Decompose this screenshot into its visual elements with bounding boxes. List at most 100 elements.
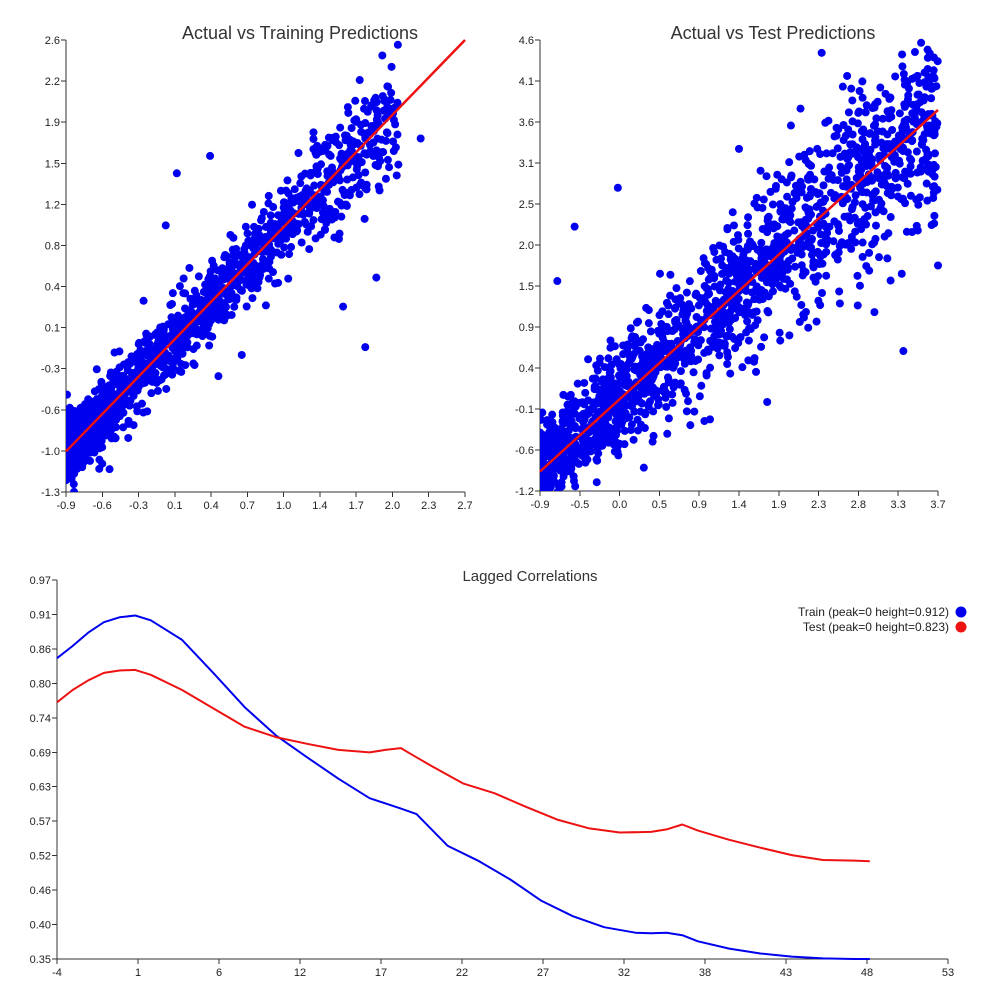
scatter-point bbox=[735, 144, 743, 153]
scatter-point bbox=[727, 315, 736, 324]
scatter-point bbox=[654, 400, 663, 409]
scatter-point bbox=[323, 187, 332, 196]
scatter-point bbox=[243, 229, 252, 238]
scatter-point bbox=[829, 237, 838, 246]
scatter-point bbox=[656, 269, 665, 278]
scatter-point bbox=[639, 463, 648, 472]
scatter-point bbox=[758, 271, 767, 280]
scatter-point bbox=[646, 327, 655, 336]
scatter-point bbox=[362, 150, 371, 159]
scatter-point bbox=[690, 407, 699, 416]
scatter-point bbox=[545, 488, 553, 491]
x-tick-label: -4 bbox=[52, 967, 62, 979]
scatter-point bbox=[934, 261, 942, 270]
scatter-point bbox=[660, 337, 669, 346]
scatter-point bbox=[870, 103, 879, 112]
scatter-point bbox=[916, 163, 925, 172]
scatter-point bbox=[634, 317, 643, 326]
x-tick-label: 22 bbox=[456, 967, 468, 979]
scatter-point bbox=[788, 254, 797, 263]
scatter-point bbox=[325, 204, 334, 213]
scatter-point bbox=[110, 390, 119, 399]
scatter-point bbox=[830, 194, 839, 203]
scatter-point bbox=[205, 341, 214, 350]
y-tick-label: 0.63 bbox=[30, 782, 51, 794]
scatter-point bbox=[598, 375, 607, 384]
scatter-point bbox=[108, 424, 117, 433]
scatter-point bbox=[662, 298, 671, 307]
scatter-point bbox=[762, 172, 771, 181]
scatter-point bbox=[181, 339, 190, 348]
scatter-point bbox=[589, 440, 598, 449]
x-tick-label: 12 bbox=[294, 967, 306, 979]
scatter-point bbox=[827, 171, 836, 180]
scatter-point bbox=[684, 397, 693, 406]
scatter-point bbox=[897, 269, 906, 278]
scatter-point bbox=[819, 181, 828, 190]
y-tick-label: 1.9 bbox=[45, 117, 60, 129]
scatter-point bbox=[858, 252, 867, 261]
x-tick-label: 0.9 bbox=[692, 499, 707, 511]
scatter-point bbox=[930, 172, 939, 181]
scatter-point bbox=[886, 213, 895, 222]
x-tick-label: 2.3 bbox=[811, 499, 826, 511]
scatter-point bbox=[746, 237, 755, 246]
scatter-point bbox=[744, 299, 753, 308]
scatter-point bbox=[300, 169, 309, 178]
scatter-point bbox=[626, 426, 635, 435]
legend-label-test: Test (peak=0 height=0.823) bbox=[803, 620, 949, 634]
scatter-point bbox=[229, 233, 238, 242]
scatter-point bbox=[81, 400, 90, 409]
scatter-point bbox=[815, 249, 824, 258]
y-tick-label: 0.4 bbox=[519, 363, 534, 375]
scatter-point bbox=[600, 435, 609, 444]
scatter-point bbox=[296, 179, 305, 188]
scatter-point bbox=[382, 136, 391, 145]
scatter-point bbox=[321, 225, 330, 234]
scatter-point bbox=[389, 147, 398, 156]
y-tick-label: 0.46 bbox=[30, 885, 51, 897]
scatter-point bbox=[391, 120, 400, 129]
scatter-point bbox=[618, 418, 627, 427]
x-tick-label: 17 bbox=[375, 967, 387, 979]
scatter-point bbox=[639, 335, 648, 344]
scatter-point bbox=[723, 359, 732, 368]
scatter-point bbox=[184, 309, 193, 318]
scatter-point bbox=[891, 174, 900, 183]
scatter-point bbox=[154, 335, 163, 344]
scatter-point bbox=[781, 260, 790, 269]
scatter-point bbox=[660, 385, 669, 394]
scatter-point bbox=[294, 220, 303, 229]
scatter-point bbox=[703, 285, 712, 294]
x-tick-label: 1.7 bbox=[349, 500, 364, 512]
scatter-point bbox=[820, 167, 829, 176]
scatter-point bbox=[776, 233, 785, 242]
scatter-point bbox=[69, 409, 78, 418]
scatter-point bbox=[773, 244, 782, 253]
scatter-point bbox=[606, 373, 615, 382]
scatter-point bbox=[851, 227, 860, 236]
scatter-point bbox=[797, 250, 806, 259]
scatter-point bbox=[859, 125, 868, 134]
y-tick-label: -1.3 bbox=[41, 487, 60, 499]
scatter-points bbox=[66, 40, 425, 492]
scatter-point bbox=[266, 211, 275, 220]
scatter-point bbox=[913, 90, 922, 99]
scatter-point bbox=[581, 388, 590, 397]
scatter-point bbox=[876, 156, 885, 165]
scatter-point bbox=[922, 179, 931, 188]
scatter-point bbox=[918, 156, 927, 165]
scatter-point bbox=[866, 129, 875, 138]
scatter-point bbox=[97, 377, 106, 386]
scatter-point bbox=[801, 307, 810, 316]
scatter-point bbox=[139, 408, 148, 417]
series-line-train bbox=[56, 614, 870, 960]
scatter-point bbox=[559, 420, 568, 429]
scatter-point bbox=[728, 208, 737, 217]
scatter-point bbox=[95, 429, 104, 438]
scatter-point bbox=[813, 189, 822, 198]
scatter-point bbox=[360, 214, 369, 223]
fit-line bbox=[539, 109, 939, 473]
scatter-point bbox=[343, 103, 352, 112]
scatter-point bbox=[786, 279, 795, 288]
